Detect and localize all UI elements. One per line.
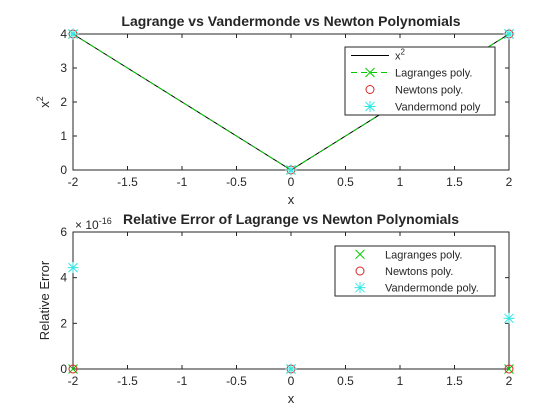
- chart-1-x-tick-label: -1: [177, 175, 188, 189]
- chart-1-legend: x2 Lagranges poly. Newtons poly. Vandermond…: [344, 46, 496, 116]
- chart-2-x-tick-label: 1: [397, 374, 404, 388]
- chart-2-x-tick-label: -1: [177, 374, 188, 388]
- chart-2-x-tick-label: -1.5: [117, 374, 138, 388]
- chart-1-legend-entry-1-label: x2: [395, 48, 406, 63]
- chart-1-x-tick-label: -0.5: [226, 175, 247, 189]
- chart-2-y-tick-label: 6: [60, 225, 67, 239]
- chart-2-series-3-point: [503, 312, 515, 324]
- chart-1-series-4-point: [67, 28, 79, 40]
- chart-1-x-tick-label: 0.5: [337, 175, 354, 189]
- chart-1-y-axis-label: x2: [35, 96, 52, 108]
- chart-2-x-tick-label: 0: [288, 374, 295, 388]
- chart-2-x-tick-label: -2: [68, 374, 79, 388]
- chart-2-series-2-point: [68, 364, 78, 374]
- chart-1-legend-entry-2-swatch-marker: [365, 67, 375, 78]
- chart-2: -2 -1.5 -1 -0.5 0 0.5 1 1.5 2 0 2 4 6 Relative Error …: [37, 211, 515, 406]
- chart-2-legend-entry-2-label: Newtons poly.: [385, 266, 453, 278]
- chart-1-legend-entry-4-label-text: Vandermond poly: [395, 102, 481, 114]
- chart-2-legend-entry-3-label: Vandermonde poly.: [385, 283, 479, 295]
- chart-2-series-2-point-shape: [68, 364, 78, 374]
- chart-1-legend-entry-1-label-text: x: [395, 51, 401, 63]
- chart-2-title: Relative Error of Lagrange vs Newton Pol…: [123, 211, 459, 227]
- chart-2-x-axis-label: x: [288, 391, 295, 406]
- chart-2-legend-entry-2-swatch-marker-shape: [355, 266, 365, 276]
- chart-2-legend-entry-1-swatch-marker: [355, 249, 365, 260]
- chart-1-legend-entry-3-swatch-marker: [365, 85, 375, 94]
- chart-1-series-4-point: [503, 28, 515, 40]
- chart-1-legend-entry-2-label-text: Lagranges poly.: [395, 68, 472, 80]
- chart-2-legend-entry-2: Newtons poly.: [355, 266, 453, 278]
- chart-1-y-tick-label: 0: [60, 163, 67, 177]
- chart-2-y-tick-label: 4: [60, 271, 67, 285]
- chart-1-legend-entry-2-swatch-marker-stroke-b: [365, 67, 375, 78]
- chart-1-series-2-line: [72, 33, 510, 171]
- chart-1-legend-entry-1-label-superscript: 2: [401, 48, 406, 57]
- chart-2-axis-exponent-base: × 10: [75, 218, 99, 232]
- chart-1-x-tick-label: 1: [397, 175, 404, 189]
- chart-1-x-tick-label: 2: [506, 175, 513, 189]
- chart-1-y-tick-label: 3: [60, 61, 67, 75]
- chart-2-legend-entry-2-swatch-marker: [355, 266, 365, 276]
- chart-2-legend-entry-3-swatch-marker: [354, 282, 366, 294]
- chart-2-legend: Lagranges poly. Newtons poly. Vandermonde …: [334, 245, 496, 297]
- chart-1-x-tick-label: 0: [288, 175, 295, 189]
- chart-2-x-tick-label: 2: [506, 374, 513, 388]
- chart-1-legend-entry-3-label: Newtons poly.: [395, 85, 463, 97]
- chart-1-legend-entry-3-label-text: Newtons poly.: [395, 85, 463, 97]
- chart-2-legend-entry-3: Vandermonde poly.: [354, 282, 479, 295]
- chart-2-legend-entry-1-label: Lagranges poly.: [385, 249, 462, 261]
- chart-2-axis-exponent: × 10-16: [75, 216, 112, 232]
- chart-1-y-tick-label: 4: [60, 27, 67, 41]
- chart-1-x-tick-label: -2: [68, 175, 79, 189]
- chart-2-legend-entry-3-label-text: Vandermonde poly.: [385, 283, 479, 295]
- chart-2-series-2-point-shape: [504, 364, 514, 374]
- chart-1-legend-entry-4-label: Vandermond poly: [395, 102, 481, 114]
- chart-2-series-3-point: [285, 363, 297, 375]
- chart-2-legend-entry-1: Lagranges poly.: [355, 249, 462, 261]
- chart-2-y-axis-label: Relative Error: [37, 260, 52, 340]
- chart-1-x-tick-label: -1.5: [117, 175, 138, 189]
- chart-2-series-3: [67, 262, 515, 375]
- chart-2-y-axis-label-text: Relative Error: [37, 260, 52, 340]
- chart-1-y-tick-label: 2: [60, 95, 67, 109]
- chart-1-legend-entry-3: Newtons poly.: [365, 85, 463, 97]
- chart-1-legend-entry-4-swatch-marker: [364, 101, 376, 112]
- chart-1-legend-entry-1: x2: [351, 48, 406, 63]
- chart-2-y-tick-label: 0: [60, 362, 67, 376]
- chart-2-legend-entry-1-swatch-marker-stroke-b: [355, 249, 365, 260]
- chart-2-y-tick-label: 2: [60, 316, 67, 330]
- chart-2-axis-exponent-power: -16: [99, 216, 112, 226]
- chart-2-x-tick-label: 1.5: [446, 374, 463, 388]
- chart-2-series-3-point: [67, 262, 79, 274]
- chart-1-y-axis-label-text: x: [37, 101, 52, 108]
- chart-2-legend-entry-1-label-text: Lagranges poly.: [385, 249, 462, 261]
- chart-2-x-tick-label: 0.5: [337, 374, 354, 388]
- chart-2-x-tick-label: -0.5: [226, 374, 247, 388]
- chart-1-x-axis-label: x: [288, 192, 295, 207]
- chart-1-legend-entry-3-swatch-marker-shape: [365, 85, 375, 94]
- chart-1: -2 -1.5 -1 -0.5 0 0.5 1 1.5 2 0 1 2 3 4 Lagrange vs Va…: [35, 13, 515, 207]
- chart-1-series-4-point: [285, 164, 297, 176]
- chart-1-title: Lagrange vs Vandermonde vs Newton Polyno…: [121, 13, 460, 29]
- chart-1-legend-entry-4: Vandermond poly: [364, 101, 481, 114]
- chart-2-legend-entry-2-label-text: Newtons poly.: [385, 266, 453, 278]
- chart-1-series-4: [67, 28, 515, 176]
- chart-1-legend-entry-2: Lagranges poly.: [351, 68, 472, 80]
- chart-1-y-axis-label-superscript: 2: [35, 96, 45, 101]
- chart-1-y-tick-label: 1: [60, 129, 67, 143]
- chart-1-legend-entry-2-label: Lagranges poly.: [395, 68, 472, 80]
- chart-2-series-2-point: [504, 364, 514, 374]
- chart-1-x-tick-label: 1.5: [446, 175, 463, 189]
